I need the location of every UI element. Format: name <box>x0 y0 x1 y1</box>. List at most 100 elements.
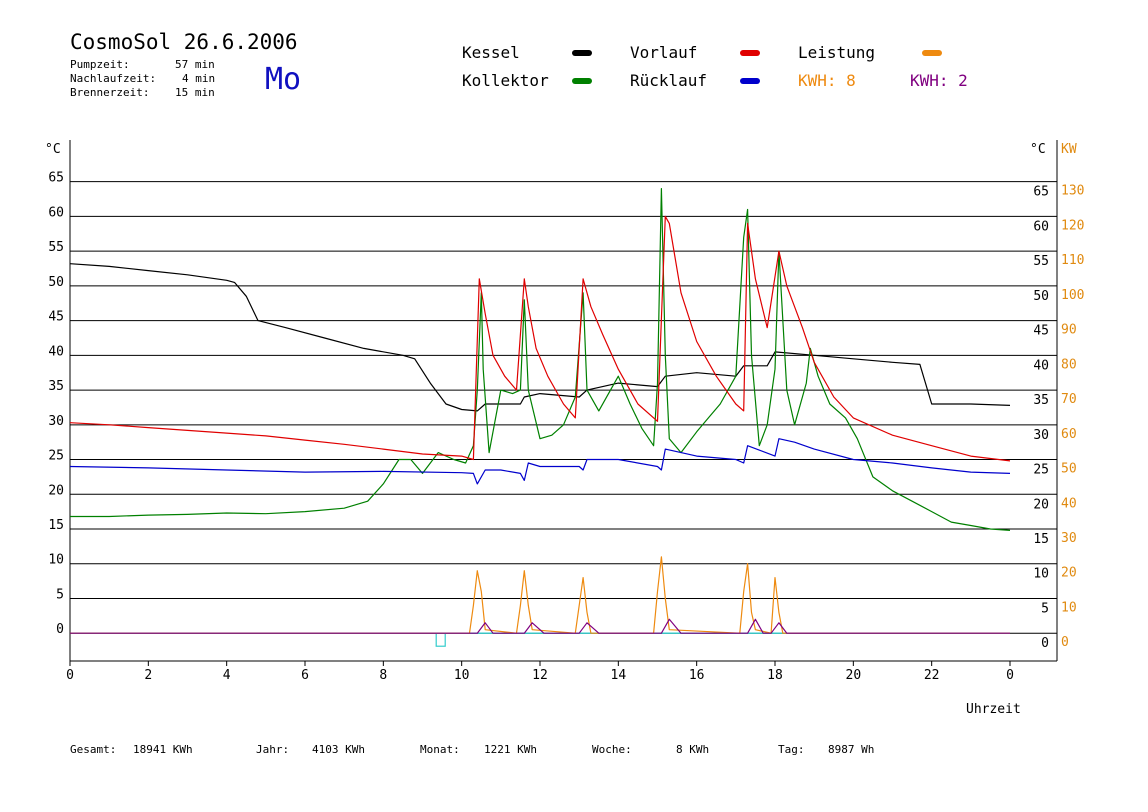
series-line-r-cklauf <box>69 438 1011 485</box>
x-tick-label: 22 <box>924 668 940 683</box>
y-tick-left: 5 <box>56 587 64 602</box>
y-tick-right-temp: 35 <box>1033 393 1049 408</box>
y-tick-right-temp: 30 <box>1033 428 1049 443</box>
y-tick-right-temp: 25 <box>1033 463 1049 478</box>
x-tick-label: 16 <box>689 668 705 683</box>
y-tick-left: 30 <box>48 414 64 429</box>
stat-value: 4 min <box>182 72 216 85</box>
x-tick-label: 0 <box>66 668 74 683</box>
y-tick-right-power: 110 <box>1061 253 1084 268</box>
legend-leistung: Leistung <box>798 43 876 62</box>
stat-value: 57 min <box>175 58 215 71</box>
y-unit-right-temp: °C <box>1030 142 1046 157</box>
y-tick-right-power: 80 <box>1061 357 1077 372</box>
footer-label-monat: Monat: <box>420 743 460 756</box>
y-tick-left: 25 <box>48 449 64 464</box>
legend-kessel: Kessel <box>462 43 520 62</box>
y-tick-left: 15 <box>48 518 64 533</box>
y-tick-right-power: 0 <box>1061 635 1069 650</box>
y-tick-right-power: 40 <box>1061 496 1077 511</box>
y-tick-right-temp: 65 <box>1033 185 1049 200</box>
stat-label: Pumpzeit: <box>70 58 130 71</box>
y-tick-left: 55 <box>48 240 64 255</box>
y-tick-right-temp: 55 <box>1033 254 1049 269</box>
y-tick-left: 45 <box>48 310 64 325</box>
footer-label-tag: Tag: <box>778 743 805 756</box>
y-tick-right-power: 120 <box>1061 218 1084 233</box>
footer-value-gesamt: 18941 KWh <box>133 743 193 756</box>
y-tick-right-temp: 40 <box>1033 358 1049 373</box>
x-tick-label: 18 <box>767 668 783 683</box>
y-tick-right-power: 30 <box>1061 531 1077 546</box>
x-tick-label: 4 <box>223 668 231 683</box>
x-tick-label: 20 <box>846 668 862 683</box>
legend-swatch-kollektor <box>572 78 592 84</box>
stat-value: 15 min <box>175 86 215 99</box>
y-tick-left: 40 <box>48 344 64 359</box>
footer-value-tag: 8987 Wh <box>828 743 875 756</box>
y-tick-right-power: 60 <box>1061 427 1077 442</box>
y-tick-left: 20 <box>48 483 64 498</box>
stat-label: Brennerzeit: <box>70 86 150 99</box>
y-tick-left: 50 <box>48 275 64 290</box>
y-unit-left: °C <box>45 142 61 157</box>
y-tick-right-power: 10 <box>1061 600 1077 615</box>
grid <box>70 181 1057 647</box>
legend-swatch-ruecklauf <box>740 78 760 84</box>
x-tick-label: 14 <box>611 668 627 683</box>
legend-vorlauf: Vorlauf <box>630 43 698 62</box>
legend-swatch-vorlauf <box>740 50 760 56</box>
axes <box>69 140 1058 666</box>
footer-label-gesamt: Gesamt: <box>70 743 117 756</box>
x-tick-label: 2 <box>144 668 152 683</box>
y-tick-right-temp: 10 <box>1033 567 1049 582</box>
series-line-leistung <box>70 556 1010 634</box>
x-tick-label: 12 <box>532 668 548 683</box>
footer-label-jahr: Jahr: <box>256 743 290 756</box>
legend-swatch-leistung <box>922 50 942 56</box>
x-tick-label: 6 <box>301 668 309 683</box>
y-tick-right-temp: 45 <box>1033 324 1049 339</box>
stat-label: Nachlaufzeit: <box>70 72 157 85</box>
chart-title: CosmoSol 26.6.2006 <box>70 30 298 54</box>
weekday-label: Mo <box>265 62 302 97</box>
y-tick-right-power: 90 <box>1061 323 1077 338</box>
y-tick-right-power: 100 <box>1061 288 1084 303</box>
y-tick-right-power: 130 <box>1061 184 1084 199</box>
y-tick-right-power: 20 <box>1061 566 1077 581</box>
y-tick-right-power: 50 <box>1061 462 1077 477</box>
y-tick-left: 65 <box>48 171 64 186</box>
x-tick-label: 0 <box>1006 668 1014 683</box>
y-tick-left: 10 <box>48 553 64 568</box>
x-tick-label: 8 <box>379 668 387 683</box>
baseline-marker <box>435 632 446 647</box>
legend-swatch-kessel <box>572 50 592 56</box>
y-tick-right-temp: 5 <box>1041 601 1049 616</box>
series-lines <box>69 188 1011 634</box>
y-tick-left: 35 <box>48 379 64 394</box>
y-tick-right-temp: 0 <box>1041 636 1049 651</box>
y-tick-right-temp: 20 <box>1033 497 1049 512</box>
x-axis-label: Uhrzeit <box>966 702 1021 717</box>
tick-labels: °C °C KW0510152025303540455055606505101520… <box>45 142 1084 683</box>
series-line-vorlauf <box>69 215 1011 462</box>
footer-value-monat: 1221 KWh <box>484 743 537 756</box>
y-tick-left: 60 <box>48 205 64 220</box>
footer-value-jahr: 4103 KWh <box>312 743 365 756</box>
x-tick-label: 10 <box>454 668 470 683</box>
y-tick-right-temp: 60 <box>1033 219 1049 234</box>
y-tick-right-temp: 15 <box>1033 532 1049 547</box>
y-tick-left: 0 <box>56 622 64 637</box>
footer-value-woche: 8 KWh <box>676 743 710 756</box>
y-unit-right-power: KW <box>1061 142 1077 157</box>
y-tick-right-power: 70 <box>1061 392 1077 407</box>
footer-label-woche: Woche: <box>592 743 632 756</box>
series-line-kollektor <box>70 188 1011 531</box>
legend-kollektor: Kollektor <box>462 71 549 90</box>
legend-kwh-leistung: KWH: 8 <box>798 71 856 90</box>
legend-ruecklauf: Rücklauf <box>630 71 708 90</box>
series-line-kwh-2 <box>70 618 1010 634</box>
legend-kwh-secondary: KWH: 2 <box>910 71 968 90</box>
series-line-kessel <box>69 263 1011 412</box>
